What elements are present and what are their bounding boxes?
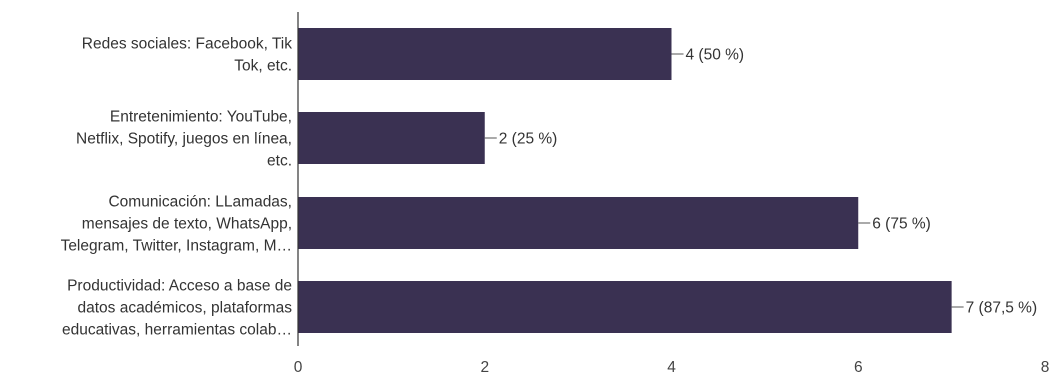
x-tick-label-2: 2 [480, 359, 489, 376]
category-label-2-line-2: Netflix, Spotify, juegos en línea, [76, 131, 292, 148]
category-label-2-line-1: Entretenimiento: YouTube, [110, 109, 292, 126]
category-label-3-line-3: Telegram, Twitter, Instagram, M… [61, 238, 292, 255]
category-label-4-line-1: Productividad: Acceso a base de [67, 278, 292, 295]
x-tick-label-6: 6 [854, 359, 863, 376]
x-tick-label-8: 8 [1041, 359, 1050, 376]
category-label-3-line-1: Comunicación: LLamadas, [108, 194, 292, 211]
x-tick-label-4: 4 [667, 359, 676, 376]
data-label-1: 4 (50 %) [686, 47, 745, 64]
category-label-4-line-3: educativas, herramientas colab… [62, 322, 292, 339]
bar-2 [298, 112, 485, 164]
data-label-4: 7 (87,5 %) [966, 300, 1038, 317]
category-label-2-line-3: etc. [267, 153, 292, 170]
category-label-4-line-2: datos académicos, plataformas [77, 300, 292, 317]
bar-4 [298, 281, 952, 333]
bar-1 [298, 28, 672, 80]
x-tick-label-0: 0 [294, 359, 303, 376]
data-label-3: 6 (75 %) [872, 216, 931, 233]
category-label-1-line-2: Tok, etc. [234, 58, 292, 75]
category-label-1-line-1: Redes sociales: Facebook, Tik [82, 36, 292, 53]
data-label-2: 2 (25 %) [499, 131, 558, 148]
category-label-3-line-2: mensajes de texto, WhatsApp, [82, 216, 292, 233]
bar-3 [298, 197, 859, 249]
